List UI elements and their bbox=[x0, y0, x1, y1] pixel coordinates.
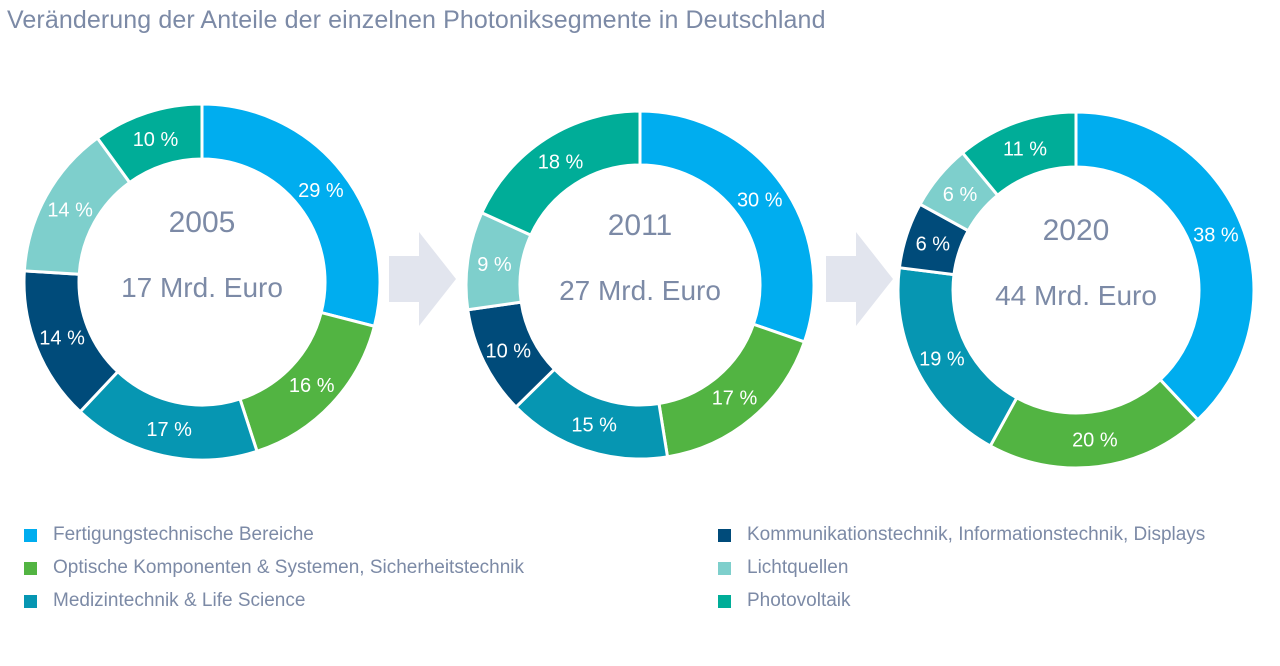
donut-charts: 29 % 16 % 17 % 14 % 14 % 10 % 2005 17 Mrd. Euro… bbox=[22, 102, 1256, 470]
slice-label-2005-4: 14 % bbox=[39, 327, 85, 349]
legend-swatch bbox=[718, 528, 731, 542]
legend-item-optische: Optische Komponenten & Systemen, Sicherh… bbox=[24, 557, 524, 579]
slice-label-2020-5: 6 % bbox=[943, 184, 978, 206]
donut-2011: 30 % 17 % 15 % 10 % 9 % 18 % 2011 27 Mrd. Euro bbox=[464, 109, 816, 461]
legend-label: Kommunikationstechnik, Informationstechn… bbox=[747, 524, 1206, 545]
arrow-1 bbox=[389, 232, 456, 326]
slice-label-2005-1: 29 % bbox=[298, 180, 344, 202]
slice-label-2005-3: 17 % bbox=[146, 419, 192, 441]
center-total-2005: 17 Mrd. Euro bbox=[121, 272, 283, 303]
legend-item-medizin: Medizintechnik & Life Science bbox=[24, 590, 305, 612]
legend-item-lichtquellen: Lichtquellen bbox=[718, 557, 848, 579]
legend-label: Fertigungstechnische Bereiche bbox=[53, 524, 314, 545]
legend: Fertigungstechnische Bereiche Optische K… bbox=[0, 514, 1280, 624]
donut-2020: 38 % 20 % 19 % 6 % 6 % 11 % 2020 44 Mrd. Euro bbox=[896, 110, 1256, 470]
slice-label-2011-6: 18 % bbox=[538, 151, 584, 173]
slice-2020-2 bbox=[988, 377, 1200, 470]
center-year-2005: 2005 bbox=[169, 206, 236, 239]
legend-swatch bbox=[24, 594, 37, 608]
slice-2005-6 bbox=[95, 102, 204, 185]
slice-label-2011-1: 30 % bbox=[737, 190, 783, 212]
slice-label-2020-1: 38 % bbox=[1193, 225, 1239, 247]
legend-label: Lichtquellen bbox=[747, 557, 849, 578]
slice-label-2011-5: 9 % bbox=[477, 254, 512, 276]
slice-2020-1 bbox=[1074, 110, 1256, 422]
legend-item-fertigung: Fertigungstechnische Bereiche bbox=[24, 524, 314, 546]
slice-2005-1 bbox=[200, 102, 382, 329]
slice-label-2020-3: 19 % bbox=[919, 348, 965, 370]
donut-2005: 29 % 16 % 17 % 14 % 14 % 10 % 2005 17 Mrd. Euro bbox=[22, 102, 382, 462]
arrow-2 bbox=[826, 232, 893, 326]
slice-2011-1 bbox=[638, 109, 816, 344]
slice-label-2005-5: 14 % bbox=[47, 199, 93, 221]
slice-label-2020-6: 11 % bbox=[1003, 138, 1047, 160]
chart-title: Veränderung der Anteile der einzelnen Ph… bbox=[7, 6, 826, 34]
slice-label-2011-4: 10 % bbox=[485, 340, 531, 362]
center-year-2020: 2020 bbox=[1043, 214, 1110, 247]
slice-2020-6 bbox=[960, 110, 1078, 198]
legend-label: Medizintechnik & Life Science bbox=[53, 590, 306, 611]
center-total-2011: 27 Mrd. Euro bbox=[559, 275, 721, 306]
center-total-2020: 44 Mrd. Euro bbox=[995, 280, 1157, 311]
legend-swatch bbox=[718, 561, 731, 575]
slice-label-2011-3: 15 % bbox=[571, 415, 617, 437]
legend-swatch bbox=[24, 528, 37, 542]
slice-2011-6 bbox=[479, 109, 642, 238]
center-year-2011: 2011 bbox=[608, 209, 673, 242]
legend-label: Photovoltaik bbox=[747, 590, 851, 611]
slice-label-2005-2: 16 % bbox=[289, 375, 335, 397]
legend-item-kommunikation: Kommunikationstechnik, Informationstechn… bbox=[718, 524, 1205, 546]
slice-label-2005-6: 10 % bbox=[133, 129, 179, 151]
slice-label-2020-4: 6 % bbox=[916, 233, 951, 255]
legend-swatch bbox=[718, 594, 731, 608]
legend-item-photovoltaik: Photovoltaik bbox=[718, 590, 851, 612]
legend-swatch bbox=[24, 561, 37, 575]
slice-label-2020-2: 20 % bbox=[1072, 429, 1118, 451]
slice-label-2011-2: 17 % bbox=[712, 388, 758, 410]
legend-label: Optische Komponenten & Systemen, Sicherh… bbox=[53, 557, 525, 578]
